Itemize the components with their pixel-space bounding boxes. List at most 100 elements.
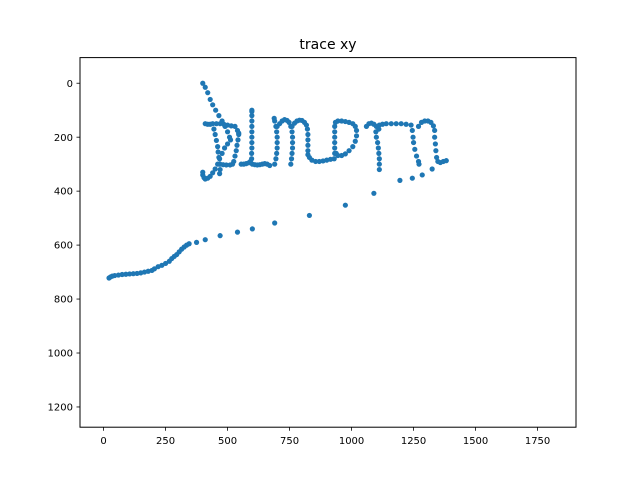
data-point [272,161,278,167]
data-point [249,150,255,156]
data-point [393,121,399,127]
data-point [123,271,129,277]
data-point [236,130,242,136]
data-point [212,131,218,138]
data-point [216,113,222,119]
data-point [221,145,228,151]
data-point [306,212,312,219]
data-point [352,138,358,144]
y-tick-label: 400 [54,187,73,198]
data-point [397,177,403,183]
data-point [342,202,348,208]
data-point [353,133,360,139]
data-point [130,271,136,277]
data-point [415,123,422,129]
data-point [443,158,449,164]
data-point [332,139,338,146]
x-tick-label: 1000 [339,436,364,447]
data-point [305,137,311,143]
data-point [272,220,278,226]
x-tick-label: 1750 [525,436,550,447]
data-point [232,123,238,129]
data-point [288,156,295,162]
data-point [215,149,221,155]
plot-area-frame [79,57,577,428]
data-point [202,237,208,243]
y-tick-label: 1000 [48,349,73,360]
data-point [412,146,418,152]
data-point [213,121,219,127]
x-tick-label: 750 [280,436,299,447]
data-point [429,166,435,172]
data-point [219,150,225,156]
data-point [289,145,296,151]
data-point [332,134,338,140]
data-point [432,141,438,147]
data-point [274,145,280,151]
data-point [233,148,239,154]
data-point [376,161,382,167]
data-point [304,126,311,132]
data-point [305,142,311,148]
data-point [376,166,382,173]
data-point [333,150,339,156]
data-point [249,226,255,232]
data-points [106,80,449,281]
data-point [303,122,310,128]
x-tick-label: 500 [218,436,237,447]
data-point [127,271,133,277]
data-point [273,156,279,162]
data-point [234,142,240,148]
data-point [373,129,379,135]
data-point [200,169,206,175]
data-point [350,144,356,150]
x-tick-label: 1250 [401,436,426,447]
data-point [223,162,229,168]
data-point [213,137,219,144]
data-point [289,150,295,156]
data-point [375,145,381,151]
data-point [249,156,255,162]
data-point [403,121,409,127]
data-point [249,134,255,140]
data-point [288,161,294,167]
data-point [211,126,217,132]
data-point [383,121,389,127]
data-point [235,137,241,143]
data-point [413,153,420,159]
data-point [409,127,415,134]
data-point [207,96,213,103]
data-point [217,233,223,239]
data-point [193,239,200,245]
data-point [433,148,439,154]
data-point [432,127,438,134]
data-point [373,134,379,140]
data-point [274,134,280,140]
data-point [234,229,241,235]
data-point [289,134,296,140]
y-axis-ticks: 0 200 400 600 800 1000 1200 [48,79,80,414]
data-point [408,122,414,128]
data-point [210,121,216,127]
data-point [339,152,345,159]
data-point [313,158,319,165]
data-point [346,148,352,154]
data-point [335,118,341,124]
data-point [249,139,255,146]
data-point [217,171,223,177]
data-point [376,150,382,156]
data-point [419,172,425,178]
data-point [231,158,237,165]
data-point [215,144,221,150]
data-point [434,154,440,161]
data-point [106,275,112,281]
y-tick-label: 800 [54,295,73,306]
y-tick-label: 600 [54,241,73,252]
data-point [398,121,404,127]
y-tick-label: 200 [54,133,73,144]
x-tick-label: 1500 [463,436,488,447]
data-point [388,121,394,127]
y-tick-label: 0 [67,79,73,90]
data-point [371,190,377,196]
